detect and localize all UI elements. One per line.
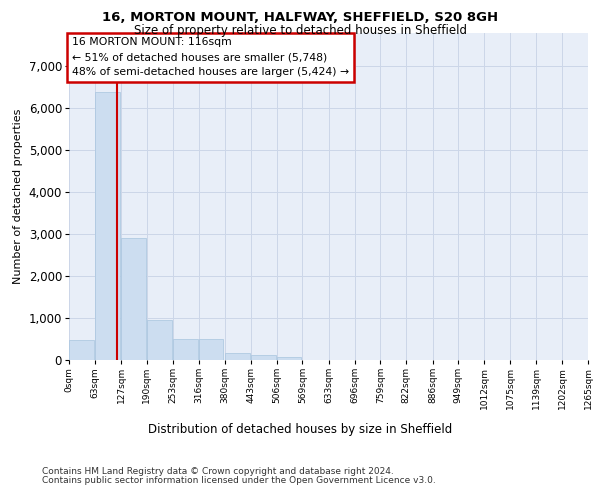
Text: Contains public sector information licensed under the Open Government Licence v3: Contains public sector information licen… <box>42 476 436 485</box>
Bar <box>251 355 275 360</box>
Bar <box>95 92 119 360</box>
Text: 16, MORTON MOUNT, HALFWAY, SHEFFIELD, S20 8GH: 16, MORTON MOUNT, HALFWAY, SHEFFIELD, S2… <box>102 11 498 24</box>
Text: Contains HM Land Registry data © Crown copyright and database right 2024.: Contains HM Land Registry data © Crown c… <box>42 467 394 476</box>
Bar <box>277 356 301 360</box>
Text: Distribution of detached houses by size in Sheffield: Distribution of detached houses by size … <box>148 422 452 436</box>
Bar <box>147 320 172 360</box>
Bar <box>173 340 197 360</box>
Text: 16 MORTON MOUNT: 116sqm
← 51% of detached houses are smaller (5,748)
48% of semi: 16 MORTON MOUNT: 116sqm ← 51% of detache… <box>72 38 349 77</box>
Y-axis label: Number of detached properties: Number of detached properties <box>13 108 23 284</box>
Bar <box>121 238 146 360</box>
Bar <box>69 340 94 360</box>
Bar <box>225 354 250 360</box>
Text: Size of property relative to detached houses in Sheffield: Size of property relative to detached ho… <box>133 24 467 37</box>
Bar <box>199 340 223 360</box>
